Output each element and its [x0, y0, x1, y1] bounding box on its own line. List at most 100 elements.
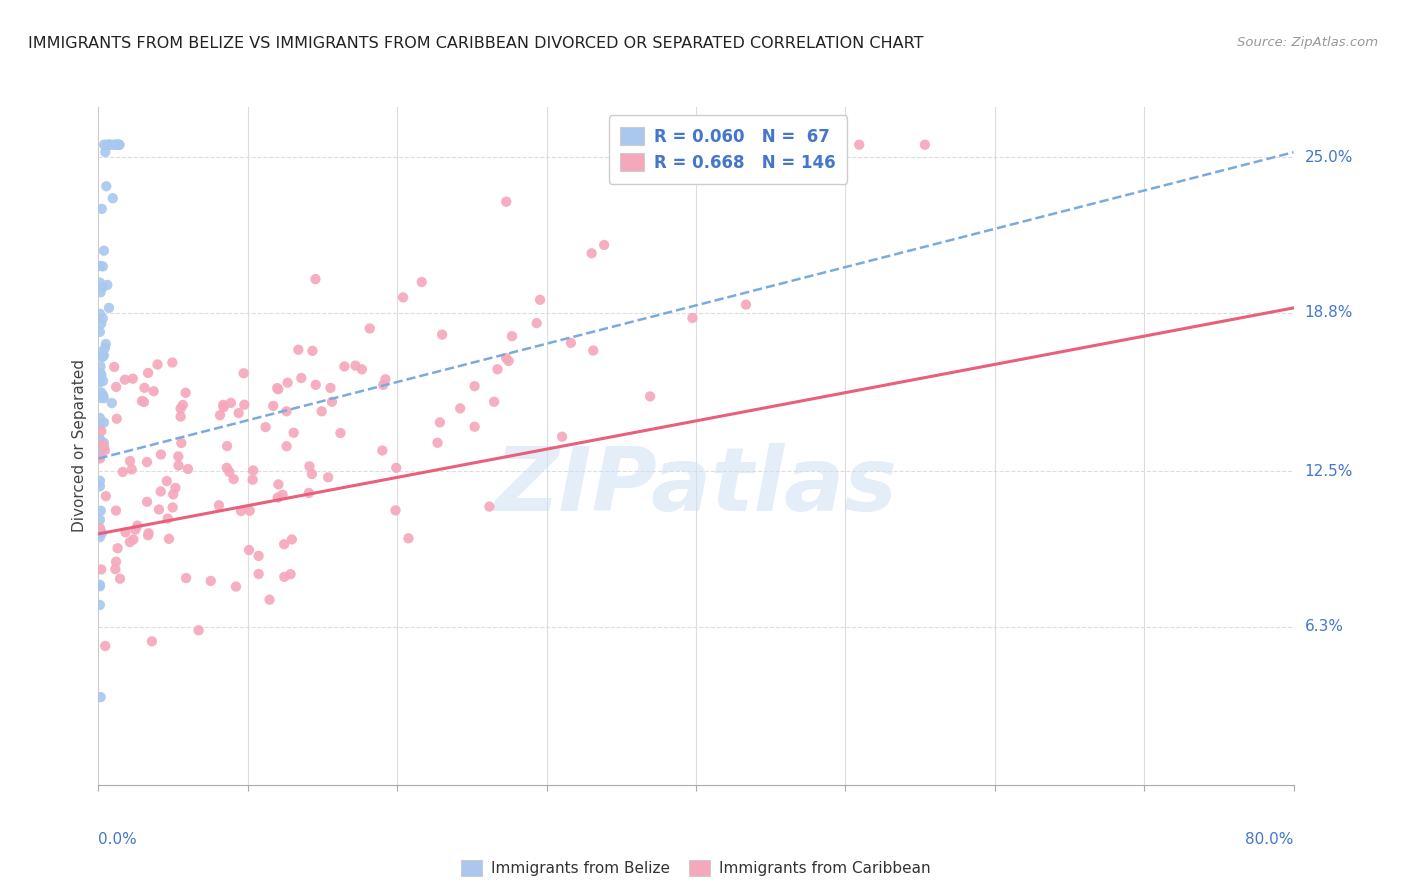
Point: [94, 341, 117, 355]
Point: [344, 359, 367, 373]
Point: [97, 301, 120, 315]
Point: [187, 624, 209, 638]
Text: 0.0%: 0.0%: [98, 832, 138, 847]
Point: [305, 377, 328, 392]
Point: [311, 404, 333, 418]
Point: [273, 537, 295, 551]
Point: [848, 137, 870, 152]
Point: [89, 598, 111, 612]
Point: [350, 362, 373, 376]
Point: [228, 406, 250, 420]
Point: [682, 310, 704, 325]
Point: [89, 474, 111, 488]
Point: [90, 317, 112, 331]
Point: [96, 277, 118, 292]
Point: [172, 398, 194, 412]
Point: [134, 381, 156, 395]
Point: [103, 359, 125, 374]
Point: [93, 391, 115, 405]
Point: [89, 432, 111, 446]
Point: [218, 465, 240, 479]
Point: [162, 355, 184, 369]
Point: [89, 521, 111, 535]
Point: [426, 435, 449, 450]
Point: [238, 543, 260, 558]
Point: [90, 285, 112, 300]
Point: [105, 380, 128, 394]
Point: [93, 416, 115, 430]
Point: [208, 408, 231, 422]
Point: [396, 532, 419, 546]
Point: [89, 307, 111, 321]
Point: [89, 451, 111, 466]
Point: [104, 562, 127, 576]
Point: [89, 325, 111, 339]
Point: [229, 504, 252, 518]
Text: 25.0%: 25.0%: [1305, 150, 1353, 165]
Point: [200, 574, 222, 588]
Point: [97, 137, 120, 152]
Point: [89, 373, 111, 387]
Point: [142, 384, 165, 399]
Point: [118, 454, 141, 468]
Point: [385, 460, 408, 475]
Point: [276, 404, 298, 418]
Point: [108, 137, 131, 152]
Point: [101, 396, 124, 410]
Point: [526, 316, 548, 330]
Point: [93, 137, 115, 152]
Point: [91, 350, 114, 364]
Point: [94, 145, 117, 159]
Point: [89, 526, 111, 541]
Point: [90, 690, 112, 704]
Point: [486, 362, 509, 376]
Point: [93, 435, 115, 450]
Point: [162, 500, 184, 515]
Point: [374, 372, 396, 386]
Point: [156, 474, 179, 488]
Point: [430, 327, 453, 342]
Point: [89, 442, 111, 456]
Point: [136, 528, 159, 542]
Point: [91, 388, 114, 402]
Point: [225, 580, 247, 594]
Point: [267, 382, 290, 396]
Point: [105, 555, 128, 569]
Point: [114, 525, 136, 540]
Point: [91, 311, 114, 326]
Point: [495, 351, 517, 365]
Point: [232, 366, 254, 380]
Point: [138, 526, 160, 541]
Point: [90, 385, 112, 400]
Point: [89, 276, 111, 290]
Point: [89, 359, 111, 374]
Y-axis label: Divorced or Separated: Divorced or Separated: [72, 359, 87, 533]
Point: [89, 513, 111, 527]
Point: [233, 398, 256, 412]
Point: [301, 467, 323, 481]
Point: [149, 448, 172, 462]
Point: [333, 359, 356, 374]
Point: [283, 425, 305, 440]
Point: [498, 354, 520, 368]
Point: [118, 535, 141, 549]
Point: [262, 399, 284, 413]
Point: [157, 532, 180, 546]
Point: [114, 373, 136, 387]
Point: [411, 275, 433, 289]
Point: [259, 592, 281, 607]
Point: [100, 137, 122, 152]
Point: [222, 472, 245, 486]
Point: [89, 417, 111, 432]
Point: [359, 321, 381, 335]
Point: [267, 477, 290, 491]
Point: [242, 473, 264, 487]
Point: [101, 191, 124, 205]
Point: [165, 481, 187, 495]
Point: [90, 366, 112, 380]
Point: [105, 137, 128, 152]
Point: [177, 462, 200, 476]
Point: [124, 523, 146, 537]
Point: [298, 459, 321, 474]
Point: [90, 368, 112, 383]
